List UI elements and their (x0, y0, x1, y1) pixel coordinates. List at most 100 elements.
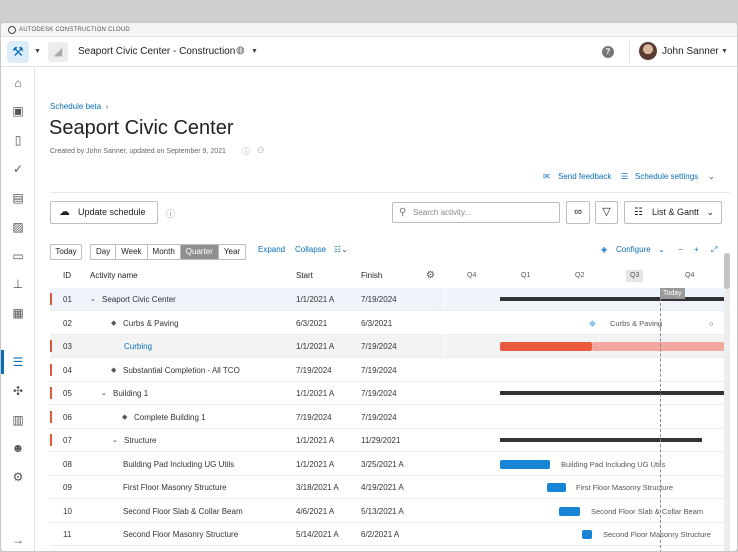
outline-level-icon[interactable]: ☷⌄ (334, 245, 348, 254)
table-row[interactable]: 08 Building Pad Including UG Utils 1/1/202… (50, 453, 444, 476)
zoom-in-icon[interactable]: + (694, 245, 699, 254)
task-bar[interactable] (547, 483, 566, 492)
table-row[interactable]: 09 First Floor Masonry Structure 3/18/2021… (50, 476, 444, 499)
table-row[interactable]: 10 Second Floor Slab & Collar Beam 4/6/202… (50, 500, 444, 523)
task-bar[interactable] (559, 506, 580, 516)
send-feedback-link[interactable]: Send feedback (558, 172, 612, 181)
table-row[interactable]: 04 ◆ Substantial Completion - All TCO 7/19/… (50, 359, 444, 382)
settings-icon[interactable]: ⚙ (12, 470, 24, 484)
home-icon[interactable]: ⌂ (14, 76, 22, 90)
hammer-icon[interactable]: ⚒ (7, 41, 29, 63)
info-icon[interactable]: ⓘ (242, 147, 250, 156)
project-thumbnail[interactable]: ◢ (48, 42, 68, 62)
fullscreen-icon[interactable]: ⤢ (711, 245, 718, 254)
collapse-icon[interactable]: → (12, 533, 24, 547)
collapse-link[interactable]: Collapse (295, 245, 327, 254)
fan-icon[interactable]: ✣ (12, 384, 24, 398)
column-activity-name[interactable]: Activity name (90, 271, 138, 280)
activity-name[interactable]: Third Floor Slab & Collar Beam (123, 547, 234, 552)
activity-name[interactable]: Building Pad Including UG Utils (123, 459, 235, 469)
people-icon[interactable]: ☻ (11, 441, 25, 455)
expand-chevron-icon[interactable]: ⌄ (90, 296, 96, 303)
schedule-settings-link[interactable]: Schedule settings (635, 172, 699, 181)
chat-icon[interactable]: ▭ (12, 249, 24, 263)
summary-bar[interactable] (500, 438, 702, 442)
product-chevron-down-icon[interactable]: ▼ (34, 48, 41, 55)
vertical-scrollbar[interactable] (724, 253, 730, 551)
clipboard-icon[interactable]: ▤ (12, 191, 24, 205)
activity-name[interactable]: Second Floor Masonry Structure (123, 530, 239, 539)
summary-bar[interactable] (500, 391, 724, 395)
user-chevron-down-icon[interactable]: ▼ (721, 48, 728, 55)
user-name[interactable]: John Sanner (662, 46, 719, 57)
zoom-out-icon[interactable]: − (678, 245, 683, 254)
scale-week[interactable]: Week (116, 245, 148, 259)
task-bar-remaining[interactable] (592, 342, 724, 351)
expand-chevron-icon[interactable]: ⌄ (101, 390, 107, 397)
chevron-down-icon[interactable]: ⌄ (708, 172, 715, 181)
activity-name[interactable]: Structure (124, 436, 157, 445)
chevron-down-icon[interactable]: ⌄ (658, 245, 665, 254)
globe-icon[interactable]: ◍ (236, 45, 245, 56)
table-row[interactable]: 02 ◆ Curbs & Paving 6/3/2021 6/3/2021 (50, 312, 444, 335)
photo-icon[interactable]: ▨ (12, 220, 24, 234)
expand-chevron-icon[interactable]: ⌄ (112, 437, 118, 444)
activity-name[interactable]: Building 1 (113, 389, 149, 398)
column-id[interactable]: ID (63, 271, 71, 280)
breadcrumb[interactable]: Schedule beta › (50, 102, 108, 111)
scale-quarter[interactable]: Quarter (180, 245, 219, 259)
scale-month[interactable]: Month (148, 245, 181, 259)
activity-name[interactable]: Curbing (124, 342, 153, 351)
view-select[interactable]: ☷ List & Gantt ⌄ (624, 201, 722, 224)
help-icon[interactable]: ? (602, 46, 614, 58)
sliders-icon[interactable]: ☰ (621, 172, 629, 181)
activity-name[interactable]: Substantial Completion - All TCO (123, 365, 240, 375)
table-row[interactable]: 07 ⌄ Structure 1/1/2021 A 11/29/2021 (50, 429, 444, 452)
task-bar-actual[interactable] (500, 342, 592, 351)
table-row[interactable]: 11 Second Floor Masonry Structure 5/14/202… (50, 523, 444, 546)
binoculars-icon[interactable]: ∞ (566, 201, 590, 224)
activity-name[interactable]: Seaport Civic Center (102, 295, 176, 304)
activity-name[interactable]: Complete Building 1 (134, 412, 206, 422)
task-bar[interactable] (582, 530, 592, 539)
avatar[interactable] (639, 42, 657, 60)
calendar-icon[interactable]: ▦ (12, 306, 24, 320)
search-input[interactable]: ⚲ Search activity... (392, 202, 560, 223)
dashboard-icon[interactable]: ▣ (12, 104, 24, 118)
activity-name[interactable]: First Floor Masonry Structure (123, 483, 227, 492)
filter-icon[interactable]: ▽ (595, 201, 618, 224)
table-row[interactable]: 12 Third Floor Slab & Collar Beam 6/3/2021… (50, 547, 444, 552)
columns-settings-icon[interactable]: ⚙ (426, 270, 435, 281)
configure-button[interactable]: Configure (616, 245, 651, 254)
check-circle-icon[interactable]: ✓ (12, 162, 24, 176)
table-row[interactable]: 03 Curbing 1/1/2021 A 7/19/2024 (50, 335, 444, 358)
activity-name[interactable]: Second Floor Slab & Collar Beam (123, 506, 243, 516)
table-row[interactable]: 05 ⌄ Building 1 1/1/2021 A 7/19/2024 (50, 382, 444, 405)
column-start[interactable]: Start (296, 271, 313, 280)
form-icon[interactable]: ▥ (12, 413, 24, 427)
update-schedule-button[interactable]: ☁ Update schedule (50, 201, 158, 224)
link-handle-icon[interactable]: ○ (709, 318, 714, 328)
today-button[interactable]: Today (50, 244, 82, 260)
scale-day[interactable]: Day (91, 245, 117, 259)
project-name[interactable]: Seaport Civic Center - Construction (78, 46, 236, 57)
milestone-marker-icon[interactable]: ◆ (589, 317, 596, 328)
table-row[interactable]: 06 ◆ Complete Building 1 7/19/2024 7/19/2024 (50, 406, 444, 429)
task-bar[interactable] (500, 459, 550, 469)
feedback-icon[interactable]: ✉ (543, 172, 550, 181)
stamp-icon[interactable]: ⊥ (12, 277, 24, 291)
people-icon[interactable]: ⚇ (257, 146, 265, 155)
document-icon[interactable]: ▯ (14, 133, 22, 147)
summary-bar[interactable] (500, 297, 724, 301)
configure-icon[interactable]: ◈ (601, 245, 608, 254)
schedule-icon[interactable]: ☰ (12, 355, 24, 369)
expand-link[interactable]: Expand (258, 245, 286, 254)
breadcrumb-link[interactable]: Schedule beta (50, 102, 102, 111)
project-chevron-down-icon[interactable]: ▼ (251, 48, 258, 55)
scale-year[interactable]: Year (223, 247, 241, 256)
scrollbar-thumb[interactable] (724, 253, 730, 289)
column-finish[interactable]: Finish (361, 271, 383, 280)
table-row[interactable]: 01 ⌄ Seaport Civic Center 1/1/2021 A 7/19/20… (50, 288, 444, 311)
activity-name[interactable]: Curbs & Paving (123, 318, 179, 328)
help-circle-icon[interactable]: ⓘ (166, 209, 176, 219)
